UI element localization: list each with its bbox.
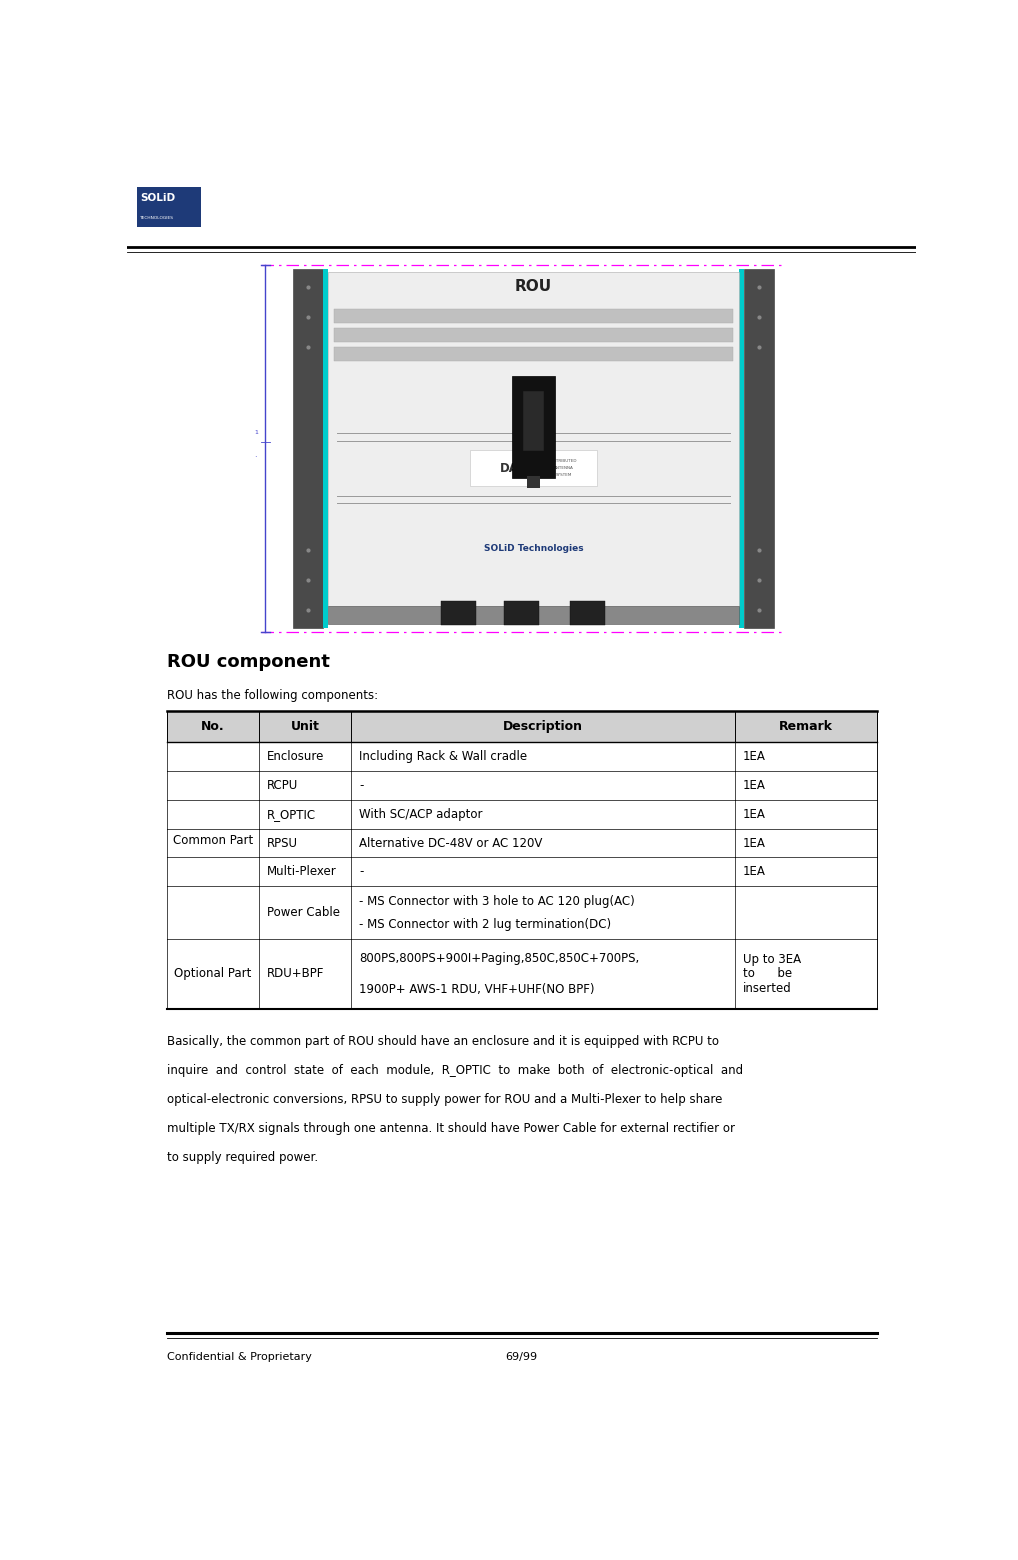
Text: Enclosure: Enclosure: [267, 750, 325, 763]
Text: ANTENNA: ANTENNA: [554, 466, 573, 470]
Text: multiple TX/RX signals through one antenna. It should have Power Cable for exter: multiple TX/RX signals through one anten…: [167, 1122, 735, 1134]
Bar: [334, 346, 733, 362]
Text: ROU component: ROU component: [167, 654, 330, 671]
Text: to      be: to be: [743, 967, 792, 981]
Text: inquire  and  control  state  of  each  module,  R_OPTIC  to  make  both  of  el: inquire and control state of each module…: [167, 1064, 743, 1076]
Text: 1: 1: [253, 431, 258, 435]
Text: SYSTEM: SYSTEM: [556, 474, 572, 477]
Text: TECHNOLOGIES: TECHNOLOGIES: [139, 215, 173, 220]
Text: Optional Part: Optional Part: [174, 967, 251, 981]
Text: ROU: ROU: [515, 279, 552, 295]
Text: -: -: [359, 778, 363, 792]
Bar: [167, 711, 876, 743]
Text: optical-electronic conversions, RPSU to supply power for ROU and a Multi-Plexer : optical-electronic conversions, RPSU to …: [167, 1094, 722, 1106]
Bar: [334, 328, 733, 342]
Bar: [328, 607, 739, 624]
Bar: [504, 601, 540, 626]
Text: 1EA: 1EA: [743, 778, 766, 792]
Text: Unit: Unit: [291, 721, 320, 733]
Text: Power Cable: Power Cable: [267, 906, 340, 919]
Text: RPSU: RPSU: [267, 836, 298, 850]
Bar: [136, 186, 202, 226]
Text: No.: No.: [201, 721, 225, 733]
Text: SOLiD: SOLiD: [139, 193, 175, 203]
Text: Description: Description: [503, 721, 583, 733]
Text: Up to 3EA: Up to 3EA: [743, 953, 801, 966]
Text: Multi-Plexer: Multi-Plexer: [267, 866, 337, 878]
Text: RDU+BPF: RDU+BPF: [267, 967, 325, 981]
Bar: [328, 273, 739, 607]
Bar: [744, 268, 774, 629]
Text: 800PS,800PS+900I+Paging,850C,850C+700PS,: 800PS,800PS+900I+Paging,850C,850C+700PS,: [359, 952, 639, 966]
Text: RCPU: RCPU: [267, 778, 298, 792]
Text: DAS: DAS: [500, 462, 527, 474]
Bar: [570, 601, 605, 626]
Text: 69/99: 69/99: [506, 1353, 538, 1362]
Text: 1EA: 1EA: [743, 866, 766, 878]
Bar: [739, 268, 744, 629]
Text: 1EA: 1EA: [743, 750, 766, 763]
Bar: [527, 476, 540, 488]
Text: R_OPTIC: R_OPTIC: [267, 808, 316, 821]
Text: Common Part: Common Part: [173, 835, 253, 847]
Text: Alternative DC-48V or AC 120V: Alternative DC-48V or AC 120V: [359, 836, 543, 850]
Bar: [441, 601, 476, 626]
Text: Including Rack & Wall cradle: Including Rack & Wall cradle: [359, 750, 527, 763]
Text: SOLiD Technologies: SOLiD Technologies: [484, 544, 583, 554]
Bar: [334, 309, 733, 323]
Text: ROU has the following components:: ROU has the following components:: [167, 690, 378, 702]
Bar: [293, 268, 323, 629]
Text: Confidential & Proprietary: Confidential & Proprietary: [167, 1353, 312, 1362]
Text: 1EA: 1EA: [743, 808, 766, 821]
Text: 1900P+ AWS-1 RDU, VHF+UHF(NO BPF): 1900P+ AWS-1 RDU, VHF+UHF(NO BPF): [359, 983, 595, 995]
Bar: [323, 268, 328, 629]
Text: With SC/ACP adaptor: With SC/ACP adaptor: [359, 808, 483, 821]
Text: Basically, the common part of ROU should have an enclosure and it is equipped wi: Basically, the common part of ROU should…: [167, 1036, 719, 1048]
Text: .: .: [254, 449, 258, 459]
Text: 1EA: 1EA: [743, 836, 766, 850]
Text: Remark: Remark: [779, 721, 833, 733]
Text: inserted: inserted: [743, 981, 791, 995]
Text: to supply required power.: to supply required power.: [167, 1151, 318, 1164]
Text: DISTRIBUTED: DISTRIBUTED: [550, 459, 577, 463]
Text: - MS Connector with 3 hole to AC 120 plug(AC): - MS Connector with 3 hole to AC 120 plu…: [359, 894, 635, 908]
Bar: [470, 451, 597, 487]
Text: - MS Connector with 2 lug termination(DC): - MS Connector with 2 lug termination(DC…: [359, 917, 612, 931]
Bar: [512, 376, 555, 479]
Bar: [523, 392, 544, 451]
Text: -: -: [359, 866, 363, 878]
